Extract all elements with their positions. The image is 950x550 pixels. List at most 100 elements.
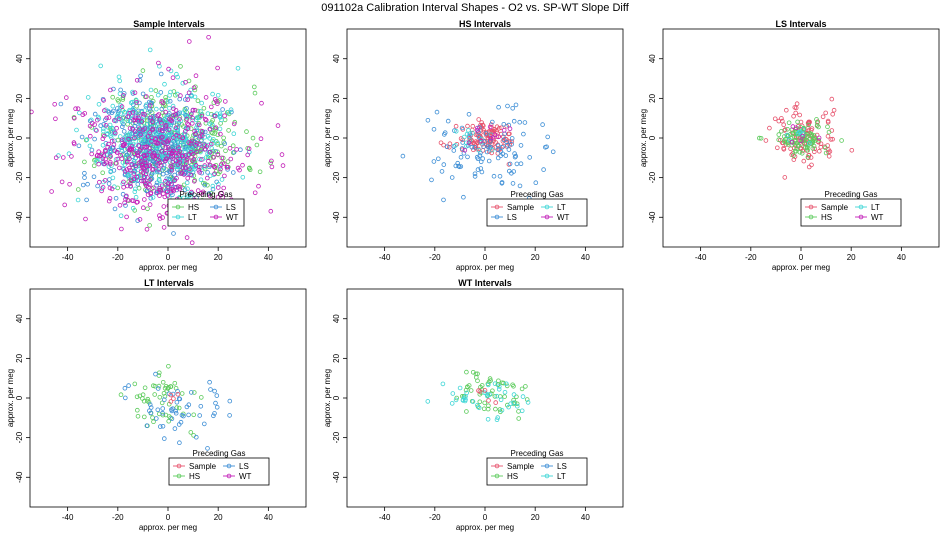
data-point-wt (169, 118, 174, 124)
data-point-lt (240, 175, 246, 180)
data-point-wt (72, 115, 77, 121)
data-point-hs (516, 416, 521, 421)
legend-marker-hs (808, 214, 814, 220)
y-tick-label: 0 (15, 135, 24, 140)
data-point-ls (113, 196, 119, 201)
data-point-ls (499, 144, 505, 150)
data-point-hs (257, 169, 263, 175)
data-point-ls (512, 154, 518, 160)
data-point-hs (76, 187, 81, 192)
data-point-wt (132, 129, 138, 134)
data-point-wt (131, 198, 136, 204)
data-point-hs (91, 163, 97, 169)
legend: Preceding Gas HS LS LT WT (167, 190, 245, 227)
data-point-ls (212, 388, 217, 394)
data-point-lt (110, 103, 116, 109)
scatter-points (425, 369, 531, 423)
data-point-wt (163, 123, 169, 128)
data-point-wt (168, 164, 174, 169)
data-point-lt (425, 399, 431, 404)
data-point-lt (800, 131, 806, 137)
y-tick-label: 20 (15, 353, 24, 362)
data-point-lt (133, 186, 138, 192)
data-point-hs (142, 385, 148, 391)
data-point-hs (822, 145, 828, 151)
legend: Preceding Gas Sample LT HS WT (800, 190, 902, 227)
data-point-ls (231, 150, 237, 155)
data-point-wt (144, 144, 150, 150)
data-point-sample (168, 392, 174, 398)
data-point-wt (280, 163, 286, 168)
data-point-hs (188, 430, 194, 435)
data-point-lt (494, 393, 500, 399)
data-point-ls (475, 167, 481, 172)
y-tick-label: 0 (332, 395, 341, 400)
data-point-wt (189, 240, 195, 246)
data-point-wt (195, 188, 201, 193)
data-point-ls (497, 174, 503, 179)
data-point-hs (223, 148, 228, 154)
data-point-wt (179, 153, 185, 159)
data-point-ls (95, 183, 100, 189)
data-point-lt (101, 128, 106, 134)
data-point-wt (148, 115, 154, 121)
data-point-ls (89, 147, 95, 153)
data-point-wt (171, 112, 176, 118)
data-point-wt (157, 213, 162, 218)
data-point-hs (176, 405, 182, 411)
data-point-sample (482, 388, 488, 393)
data-point-wt (145, 192, 151, 198)
data-point-lt (476, 147, 482, 153)
data-point-ls (135, 181, 141, 187)
data-point-ls (98, 123, 103, 128)
data-point-ls (85, 181, 90, 187)
data-point-ls (501, 137, 507, 143)
data-point-wt (219, 155, 225, 161)
data-point-hs (152, 392, 158, 397)
data-point-ls (199, 170, 205, 176)
data-point-wt (212, 113, 218, 119)
data-point-lt (450, 391, 456, 396)
data-point-hs (212, 131, 217, 136)
data-point-wt (268, 208, 274, 214)
data-point-ls (182, 171, 188, 176)
data-point-wt (478, 138, 484, 144)
data-point-ls (58, 101, 64, 107)
data-point-wt (138, 132, 144, 138)
data-point-hs (798, 141, 804, 147)
data-point-hs (147, 223, 152, 228)
data-point-wt (94, 153, 100, 159)
data-point-wt (215, 65, 220, 71)
data-point-wt (177, 157, 183, 162)
data-point-lt (175, 74, 180, 80)
data-point-wt (188, 141, 194, 146)
data-point-hs (219, 143, 224, 149)
data-point-wt (190, 107, 196, 113)
data-point-wt (145, 134, 151, 139)
data-point-lt (133, 194, 139, 200)
y-tick-label: 0 (332, 135, 341, 140)
figure-title: 091102a Calibration Interval Shapes - O2… (321, 2, 629, 14)
data-point-ls (152, 114, 158, 119)
data-point-wt (234, 147, 239, 152)
data-point-ls (195, 122, 200, 128)
data-point-sample (788, 146, 793, 152)
data-point-lt (457, 385, 463, 391)
data-point-ls (177, 440, 182, 446)
data-point-hs (268, 160, 274, 166)
data-point-lt (205, 111, 211, 116)
data-point-hs (166, 363, 171, 369)
data-point-ls (498, 153, 504, 159)
data-point-hs (192, 87, 198, 93)
data-point-lt (109, 125, 115, 131)
data-point-hs (221, 135, 226, 141)
data-point-wt (208, 141, 214, 147)
data-point-hs (776, 137, 781, 143)
data-point-lt (96, 114, 101, 120)
data-point-lt (165, 99, 171, 104)
data-point-wt (170, 75, 176, 80)
legend-title: Preceding Gas (180, 190, 233, 199)
data-point-wt (147, 130, 153, 136)
data-point-hs (464, 409, 469, 414)
data-point-ls (194, 434, 199, 440)
